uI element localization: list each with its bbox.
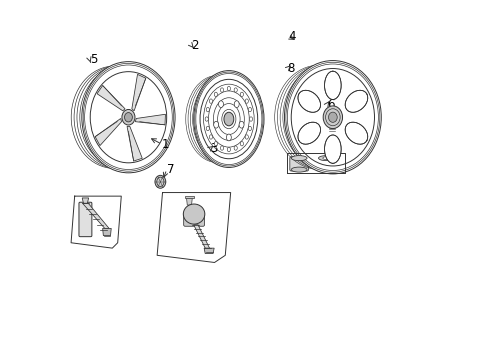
Polygon shape [324,111,340,124]
Ellipse shape [323,106,343,129]
Text: 2: 2 [192,39,199,52]
Polygon shape [95,118,122,145]
Ellipse shape [291,167,307,172]
Ellipse shape [209,99,213,103]
Ellipse shape [249,117,252,121]
Polygon shape [298,122,320,144]
Ellipse shape [219,101,223,108]
Polygon shape [324,71,341,99]
FancyBboxPatch shape [184,213,204,226]
Ellipse shape [220,88,223,92]
Polygon shape [97,86,125,111]
Polygon shape [185,196,194,198]
Ellipse shape [285,60,381,174]
Ellipse shape [155,175,166,188]
Text: 8: 8 [287,62,294,75]
Ellipse shape [205,117,208,121]
Polygon shape [132,75,146,111]
Text: 1: 1 [162,138,170,150]
Ellipse shape [214,141,218,146]
Ellipse shape [234,101,239,108]
Text: 3: 3 [210,142,218,155]
Ellipse shape [183,204,205,224]
Polygon shape [194,225,211,252]
Ellipse shape [224,112,234,126]
Polygon shape [345,122,368,144]
Polygon shape [127,126,142,161]
Polygon shape [102,228,111,235]
Ellipse shape [206,126,209,131]
Ellipse shape [220,146,223,150]
Ellipse shape [234,88,237,92]
Ellipse shape [318,156,334,161]
Polygon shape [204,248,214,253]
Ellipse shape [245,99,248,103]
Ellipse shape [239,121,244,128]
Ellipse shape [240,141,244,146]
FancyBboxPatch shape [317,157,336,171]
Ellipse shape [214,121,219,128]
Ellipse shape [122,109,135,125]
Polygon shape [82,203,109,228]
Polygon shape [298,90,320,112]
Ellipse shape [82,62,175,173]
Ellipse shape [248,107,251,112]
Polygon shape [135,114,166,125]
FancyBboxPatch shape [79,202,92,237]
Ellipse shape [194,71,264,167]
Text: 5: 5 [90,53,97,66]
Ellipse shape [323,157,330,159]
Text: 4: 4 [289,30,296,43]
Ellipse shape [234,146,237,150]
Ellipse shape [245,135,248,139]
Text: 7: 7 [167,163,174,176]
Ellipse shape [240,92,244,96]
Ellipse shape [227,86,230,91]
Ellipse shape [248,126,251,131]
Ellipse shape [209,135,213,139]
Polygon shape [82,198,89,203]
Polygon shape [187,198,192,205]
Text: 6: 6 [327,98,334,111]
Ellipse shape [226,134,231,141]
Polygon shape [329,124,335,132]
FancyBboxPatch shape [290,157,309,171]
Ellipse shape [124,113,132,122]
Ellipse shape [328,112,337,122]
Ellipse shape [206,107,209,112]
Polygon shape [324,135,341,163]
Ellipse shape [214,92,218,96]
Ellipse shape [291,156,307,161]
Polygon shape [345,90,368,112]
Ellipse shape [227,147,230,152]
